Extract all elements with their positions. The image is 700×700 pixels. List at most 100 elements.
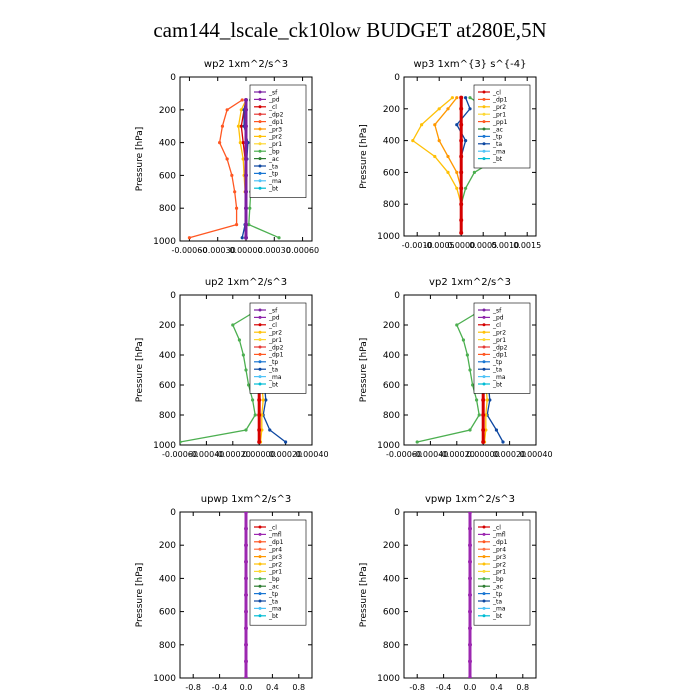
- data-point: [468, 559, 472, 564]
- legend-label: _ta: [492, 367, 502, 374]
- legend-marker: [482, 584, 486, 588]
- legend-label: _bt: [492, 613, 503, 620]
- data-point: [244, 428, 248, 432]
- y-tick-label: 800: [383, 200, 400, 210]
- y-tick-label: 800: [383, 411, 400, 421]
- data-point: [459, 154, 464, 159]
- y-tick-label: 1000: [377, 232, 400, 242]
- legend-marker: [258, 599, 262, 603]
- data-point: [257, 440, 262, 444]
- legend-label: _pr1: [268, 141, 282, 148]
- y-axis-label: Pressure [hPa]: [135, 127, 145, 192]
- series-line-tp: [456, 97, 471, 233]
- legend-label: _ta: [268, 598, 278, 605]
- legend-marker: [482, 592, 486, 596]
- legend-marker: [258, 352, 262, 356]
- legend-label: _pr4: [492, 547, 506, 554]
- legend-marker: [258, 532, 262, 536]
- legend-marker: [482, 614, 486, 618]
- data-point: [481, 428, 486, 432]
- data-point: [481, 398, 486, 402]
- data-point: [244, 559, 248, 564]
- y-axis-label: Pressure [hPa]: [359, 338, 369, 403]
- data-point: [277, 236, 281, 240]
- data-point: [240, 98, 244, 102]
- data-point: [244, 157, 248, 161]
- legend-marker: [482, 112, 486, 116]
- chart-panel-5: upwp 1xm^2/s^3 Pressure [hPa] 0 200 400 600 80…: [135, 494, 313, 692]
- data-point: [472, 170, 476, 174]
- x-tick-label: -0.00030: [200, 246, 236, 255]
- legend-label: _ta: [268, 367, 278, 374]
- data-point: [240, 236, 244, 240]
- data-point: [247, 383, 251, 387]
- series-line-dp1: [180, 312, 256, 443]
- legend: _sf_pd_cl_pr2_pr1_dp2_dp1_tp_ta_ma_bt: [249, 302, 307, 394]
- data-point: [468, 659, 472, 664]
- data-point: [225, 157, 229, 161]
- legend-label: _ta: [268, 163, 278, 170]
- y-axis-label: Pressure [hPa]: [359, 563, 369, 628]
- chart-panel-3: up2 1xm^2/s^3 Pressure [hPa] 0 200 400 600 800…: [135, 277, 329, 459]
- data-point: [264, 398, 268, 402]
- series-line-dp1: [189, 99, 243, 239]
- x-tick-label: 0.00040: [295, 450, 328, 459]
- x-tick-label: -0.00020: [215, 450, 251, 459]
- y-tick-label: 200: [383, 321, 400, 331]
- chart-title: vp2 1xm^2/s^3: [429, 277, 511, 288]
- legend-marker: [258, 555, 262, 559]
- data-point: [459, 218, 464, 223]
- y-tick-label: 800: [159, 204, 176, 214]
- data-point: [244, 140, 248, 145]
- data-point: [244, 189, 248, 194]
- x-tick-label: -0.0005: [424, 241, 455, 250]
- legend-marker: [482, 134, 486, 138]
- data-point: [260, 428, 264, 432]
- legend-label: _sf: [268, 307, 278, 314]
- x-tick-label: 0.00020: [269, 450, 302, 459]
- y-tick-label: 400: [159, 574, 176, 584]
- data-point: [415, 440, 419, 444]
- legend-label: _ta: [492, 598, 502, 605]
- data-point: [244, 526, 248, 531]
- legend-marker: [258, 97, 262, 101]
- legend-label: _tp: [268, 171, 278, 178]
- legend-label: _pr1: [492, 337, 506, 344]
- legend-label: _cl: [268, 322, 277, 329]
- legend-marker: [258, 569, 262, 573]
- legend-label: _pr1: [492, 569, 506, 576]
- x-tick-label: 0.4: [266, 683, 279, 692]
- legend-marker: [482, 375, 486, 379]
- legend-marker: [482, 97, 486, 101]
- legend-label: _bt: [268, 186, 279, 193]
- legend-label: _pr3: [268, 126, 282, 133]
- legend-label: _pr3: [492, 554, 506, 561]
- y-tick-label: 1000: [153, 441, 176, 451]
- legend-label: _ta: [492, 141, 502, 148]
- series-line-pr1: [434, 97, 462, 233]
- y-tick-label: 0: [394, 508, 400, 518]
- data-point: [468, 368, 472, 372]
- legend-label: _dp2: [268, 112, 284, 119]
- data-point: [468, 428, 472, 432]
- legend-label: _tp: [492, 134, 502, 141]
- legend-label: _dp1: [268, 539, 284, 546]
- data-point: [468, 576, 472, 581]
- legend-marker: [482, 352, 486, 356]
- legend-marker: [258, 127, 262, 131]
- data-point: [180, 440, 182, 444]
- x-tick-label: 0.00040: [519, 450, 552, 459]
- chart-panel-2: wp3 1xm^{3} s^{-4} Pressure [hPa] 0 200 400 6…: [359, 59, 541, 250]
- data-point: [433, 123, 437, 127]
- data-point: [241, 141, 245, 145]
- legend-marker: [482, 105, 486, 109]
- y-tick-label: 800: [159, 641, 176, 651]
- legend-marker: [258, 577, 262, 581]
- y-tick-label: 200: [159, 321, 176, 331]
- plot-frame: [179, 294, 313, 446]
- legend-label: _bp: [492, 576, 504, 583]
- legend-marker: [258, 179, 262, 183]
- chart-title: wp2 1xm^2/s^3: [204, 59, 288, 70]
- legend-marker: [258, 323, 262, 327]
- data-point: [234, 206, 239, 210]
